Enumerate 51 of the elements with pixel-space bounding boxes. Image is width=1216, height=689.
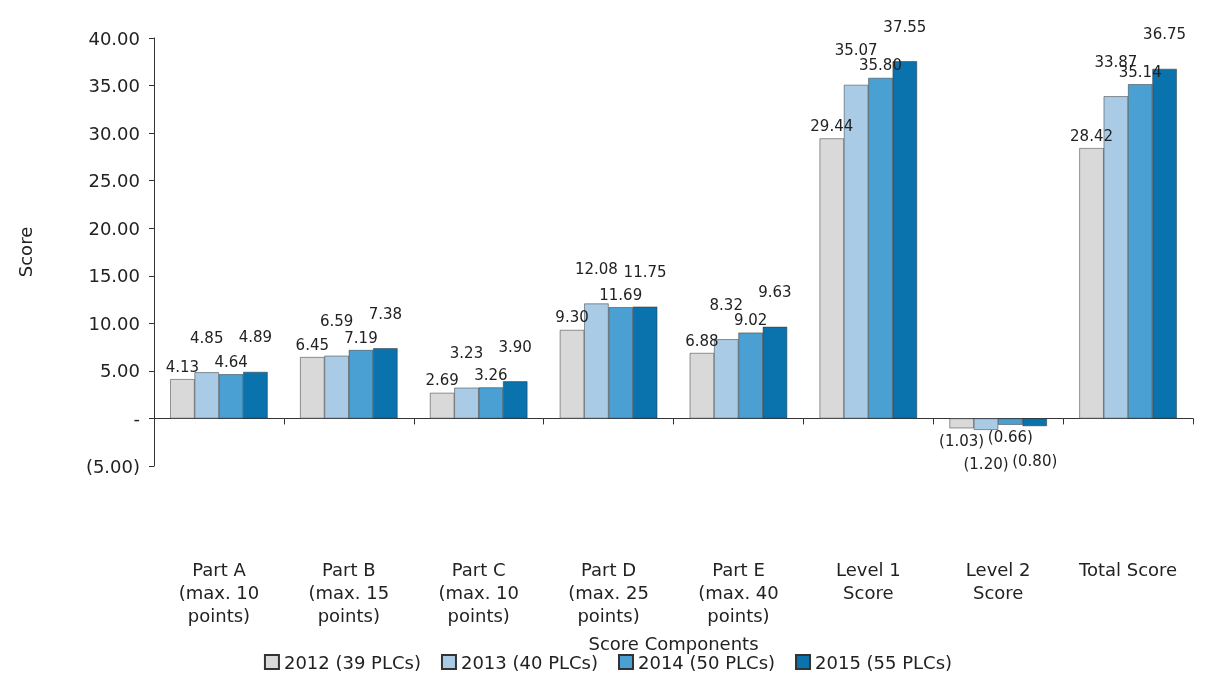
data-label: 12.08 bbox=[574, 260, 618, 279]
y-tick-label: - bbox=[133, 407, 140, 429]
x-tick-label: Part C (max. 10 points) bbox=[438, 559, 519, 626]
data-label: 36.75 bbox=[1143, 25, 1187, 44]
data-label: (0.66) bbox=[987, 428, 1033, 447]
y-tick-label: (5.00) bbox=[85, 455, 140, 477]
y-tick-label: 35.00 bbox=[88, 75, 140, 97]
y-tick-label: 30.00 bbox=[88, 122, 140, 144]
data-label: 2.69 bbox=[425, 371, 459, 390]
x-tick-label: Part D (max. 25 points) bbox=[568, 559, 649, 626]
y-tick-label: 10.00 bbox=[88, 312, 140, 334]
data-label: 11.69 bbox=[599, 285, 643, 304]
legend-label: 2013 (40 PLCs) bbox=[460, 651, 598, 673]
data-label: 3.90 bbox=[498, 337, 532, 356]
data-label: 28.42 bbox=[1070, 126, 1114, 145]
x-tick-label: Part B (max. 15 points) bbox=[308, 559, 390, 626]
y-axis-title: Score bbox=[14, 226, 36, 278]
y-tick-label: 20.00 bbox=[88, 217, 140, 239]
x-axis-title: Score Components bbox=[588, 632, 759, 654]
data-label: 6.59 bbox=[319, 312, 354, 331]
data-label: 6.88 bbox=[685, 331, 719, 350]
data-label: 7.38 bbox=[368, 304, 403, 323]
x-tick-label: Level 1 Score bbox=[835, 559, 901, 603]
y-tick-label: 40.00 bbox=[88, 27, 140, 49]
data-label: 7.19 bbox=[344, 328, 378, 347]
x-tick-label: Part A (max. 10 points) bbox=[178, 559, 260, 626]
data-label: (1.03) bbox=[939, 431, 985, 450]
y-tick-label: 15.00 bbox=[88, 265, 140, 287]
data-label: 9.63 bbox=[758, 283, 792, 302]
data-label: 9.02 bbox=[733, 311, 768, 330]
data-label: 11.75 bbox=[623, 263, 667, 282]
data-label: (0.80) bbox=[1012, 451, 1058, 470]
data-label: 8.32 bbox=[709, 295, 743, 314]
data-label: 29.44 bbox=[810, 116, 854, 135]
data-label: 3.26 bbox=[474, 365, 508, 384]
data-label: 9.30 bbox=[555, 308, 589, 327]
legend-label: 2015 (55 PLCs) bbox=[815, 651, 953, 673]
x-tick-label: Part E (max. 40 points) bbox=[698, 559, 779, 626]
x-tick-label: Level 2 Score bbox=[965, 559, 1031, 603]
data-label: 4.85 bbox=[190, 328, 224, 347]
data-label: 4.64 bbox=[214, 352, 248, 371]
data-label: 3.23 bbox=[449, 344, 484, 363]
data-label: 6.45 bbox=[295, 335, 329, 354]
data-label: 4.89 bbox=[238, 328, 273, 347]
x-tick-label: Total Score bbox=[1077, 559, 1178, 580]
y-tick-label: 5.00 bbox=[99, 360, 140, 382]
data-label: 37.55 bbox=[883, 17, 927, 36]
legend-label: 2012 (39 PLCs) bbox=[283, 651, 421, 673]
data-label: 4.13 bbox=[165, 357, 200, 376]
y-tick-label: 25.00 bbox=[88, 170, 140, 192]
data-label: (1.20) bbox=[963, 455, 1009, 474]
